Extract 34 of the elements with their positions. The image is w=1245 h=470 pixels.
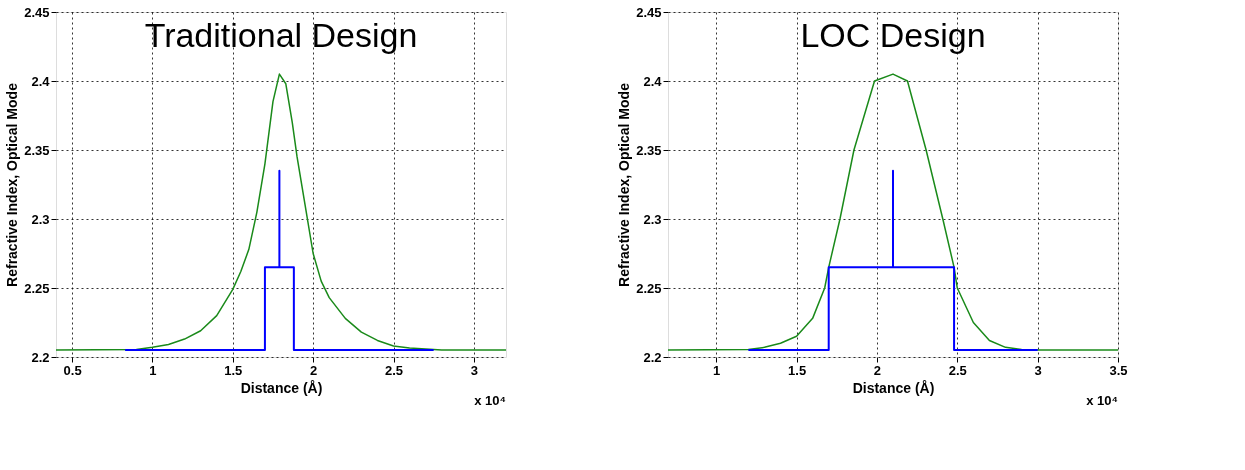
x-tick-label: 3: [1034, 362, 1042, 378]
x-tick-label: 2: [310, 362, 318, 378]
y-tick-label: 2.4: [643, 73, 663, 89]
y-tick-label: 2.3: [643, 211, 662, 227]
x-tick-label: 1: [149, 362, 157, 378]
x-tick-label: 1.5: [224, 362, 243, 378]
text: x 10⁴: [1086, 393, 1118, 408]
y-tick-label: 2.35: [636, 142, 662, 158]
y-axis-title: Refractive Index, Optical Mode: [4, 82, 21, 287]
x-tick-label: 0.5: [63, 362, 82, 378]
y-tick-label: 2.2: [643, 349, 662, 365]
x-tick-label: 2.5: [384, 362, 404, 378]
y-axis-title: Refractive Index, Optical Mode: [616, 82, 633, 287]
chart-title: Traditional Design: [144, 16, 418, 54]
y-tick-label: 2.25: [636, 280, 662, 296]
x-axis-title: Distance (Å): [240, 379, 323, 396]
chart-title: LOC Design: [800, 16, 986, 54]
x-tick-label: 2.5: [948, 362, 967, 378]
x-tick-label: 3: [470, 362, 478, 378]
y-tick-label: 2.45: [24, 4, 50, 20]
line-series: [668, 73, 1118, 351]
y-tick-label: 2.4: [31, 73, 51, 89]
text: x 10⁴: [474, 393, 506, 408]
line-series: [56, 73, 506, 351]
y-tick-label: 2.45: [636, 4, 662, 20]
y-tick-label: 2.3: [31, 211, 50, 227]
x-tick-label: 3.5: [1109, 362, 1128, 378]
x-tick-label: 1: [713, 362, 721, 378]
y-tick-label: 2.2: [31, 349, 50, 365]
x-axis-title: Distance (Å): [852, 379, 935, 396]
y-tick-label: 2.25: [24, 280, 50, 296]
y-tick-label: 2.35: [24, 142, 50, 158]
x-tick-label: 1.5: [788, 362, 807, 378]
x-tick-label: 2: [873, 362, 882, 378]
